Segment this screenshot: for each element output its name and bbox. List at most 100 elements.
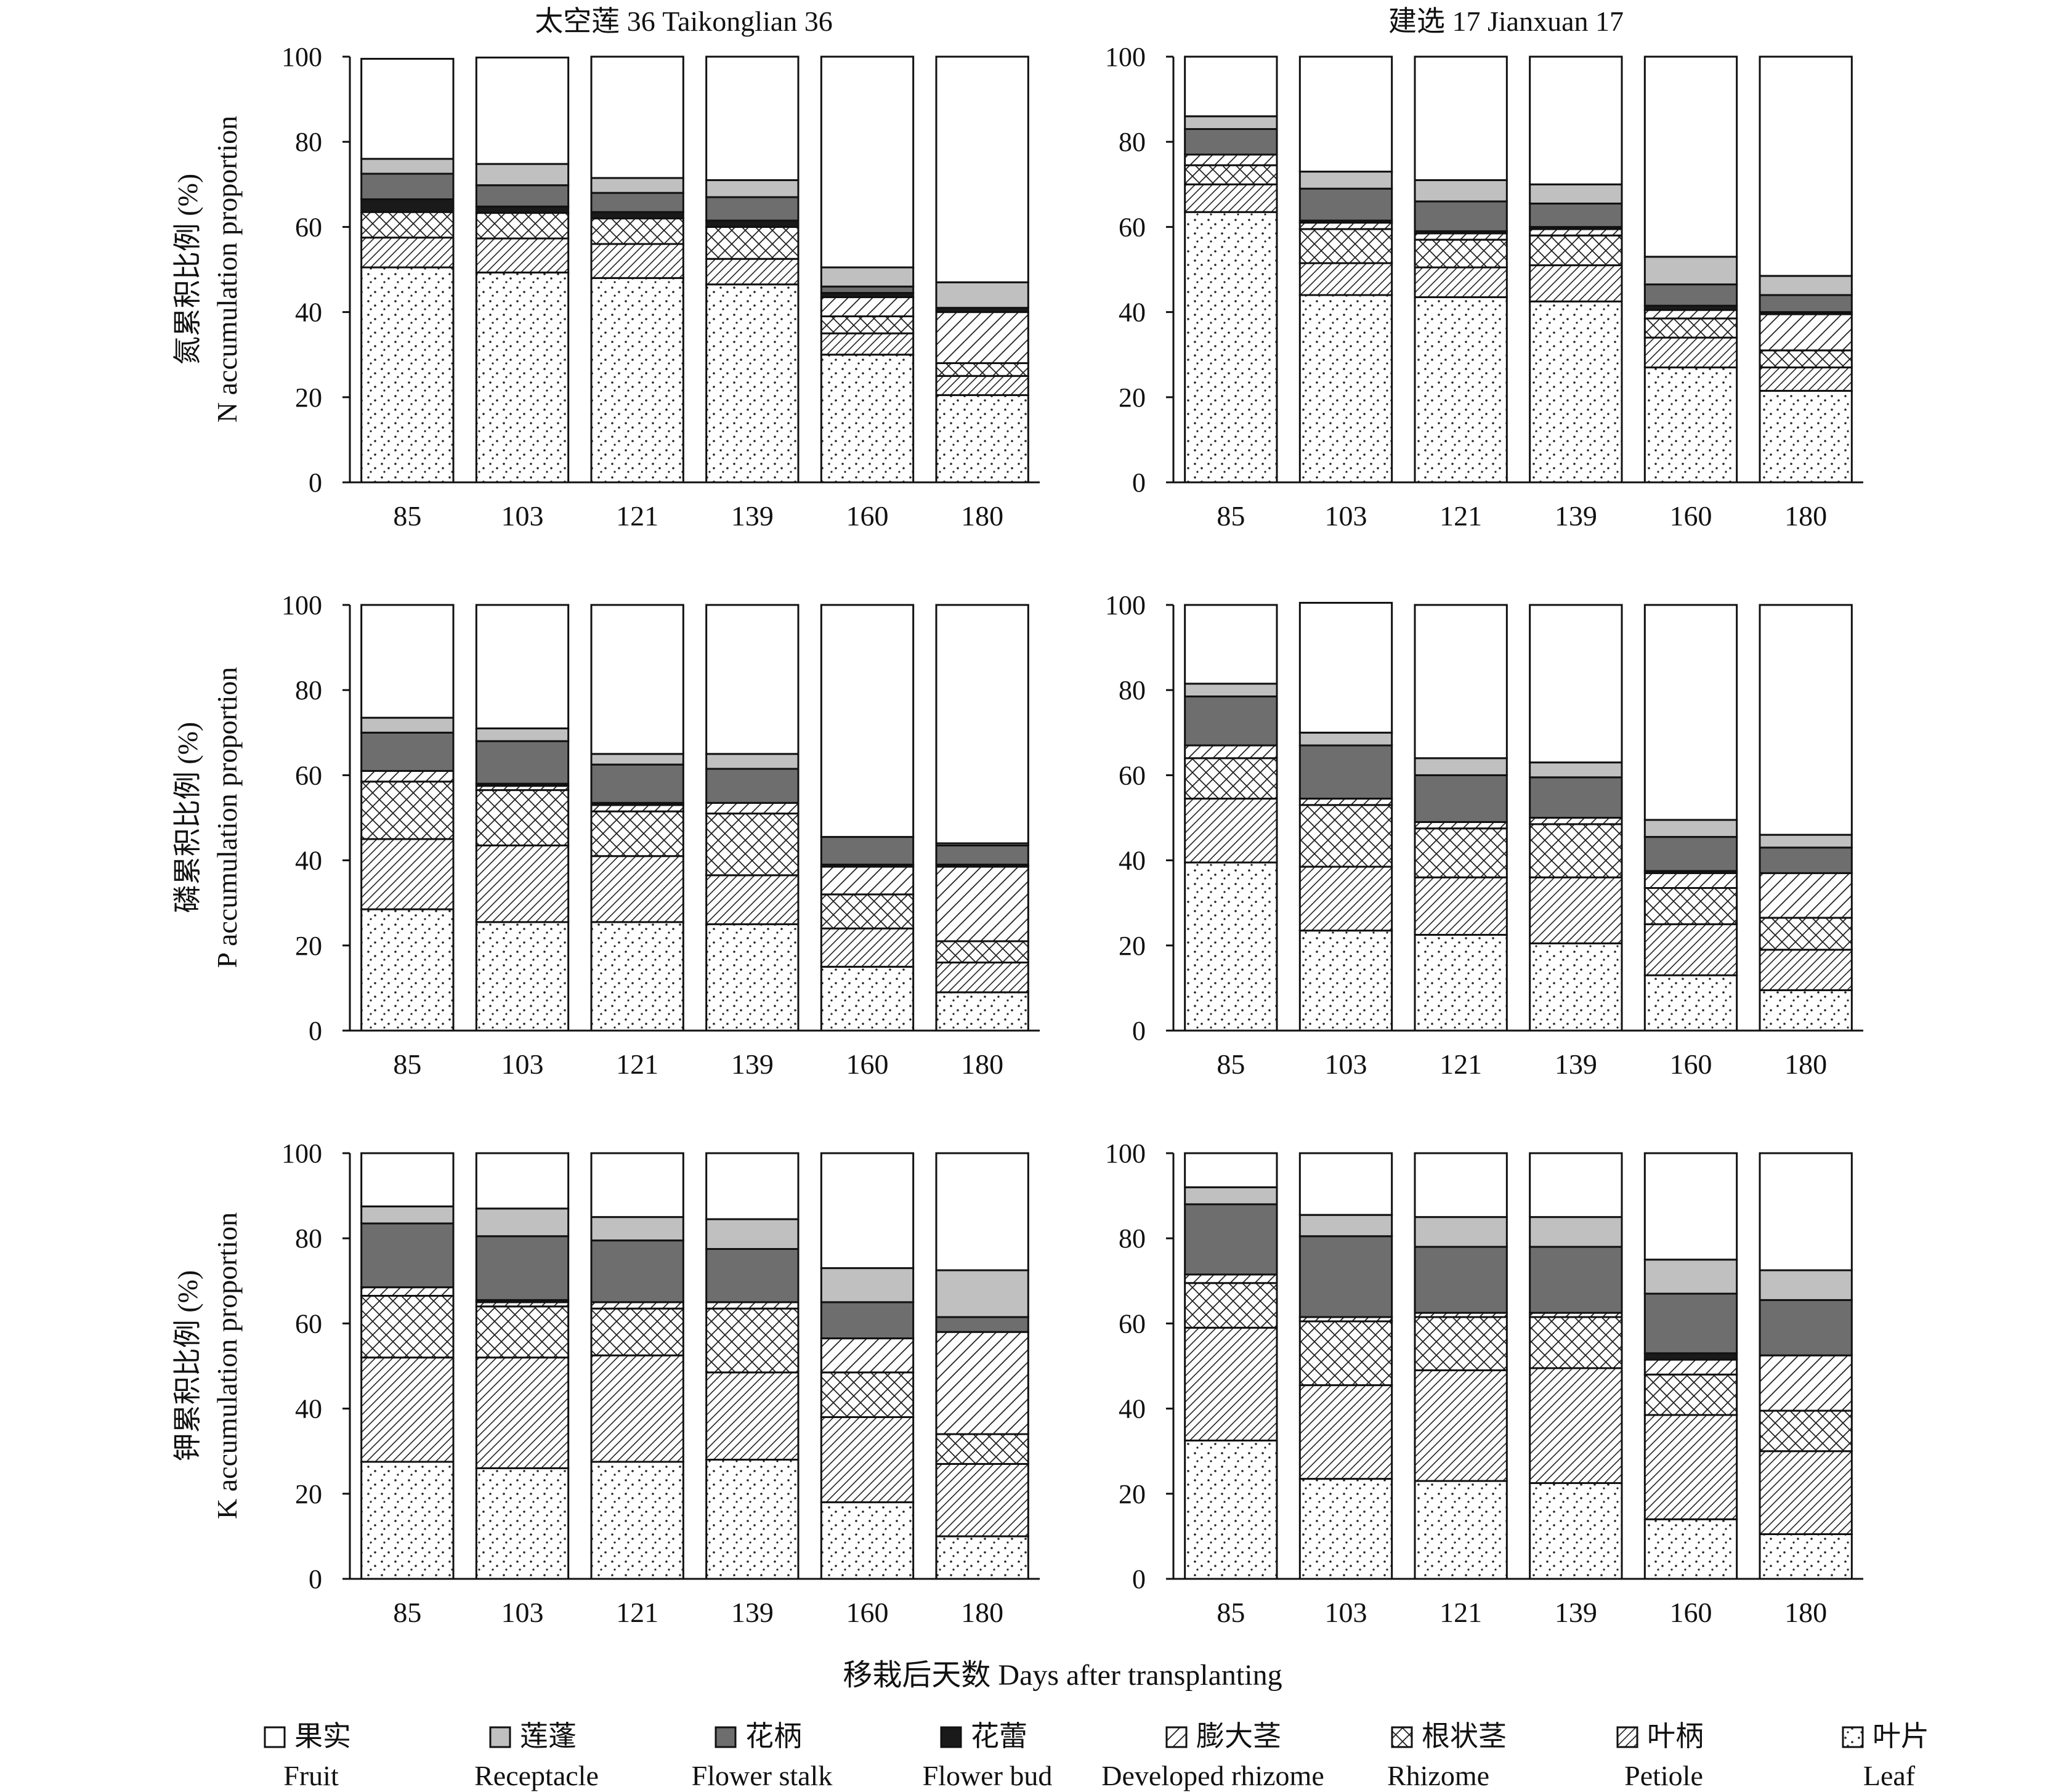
- bar-segment-fruit: [1298, 602, 1393, 734]
- bar-segment-leaf: [705, 283, 800, 484]
- bar-segment-petiole: [820, 1416, 915, 1504]
- bar-segment-leaf: [705, 1459, 800, 1580]
- bar-segment-rhizome: [475, 1305, 570, 1359]
- legend-item-flower-bud: 花蕾 Flower bud: [923, 1721, 1053, 1791]
- bar-segment-petiole: [475, 237, 570, 274]
- x-axis-title: 移栽后天数 Days after transplanting: [843, 1659, 1282, 1692]
- x-tick-label: 121: [616, 1597, 658, 1628]
- bar-segment-leaf: [1298, 1478, 1393, 1580]
- bar-segment-leaf: [590, 277, 684, 484]
- bar-segment-leaf: [935, 991, 1029, 1032]
- bar-segment-developed-rhizome: [1184, 1273, 1278, 1284]
- y-tick-label: 60: [295, 1308, 322, 1339]
- x-tick-label: 180: [1784, 1597, 1827, 1628]
- bar-segment-fruit: [590, 1152, 684, 1218]
- x-tick-label: 160: [1670, 500, 1712, 532]
- bar-segment-fruit: [705, 1152, 800, 1220]
- bar-segment-receptacle: [1184, 115, 1278, 130]
- column-title-jianxuan: 建选 17 Jianxuan 17: [1388, 6, 1624, 37]
- bar-segment-petiole: [1759, 1450, 1853, 1535]
- bar-segment-leaf: [1184, 1439, 1278, 1580]
- bar-segment-flower-stalk: [705, 196, 800, 222]
- bar-segment-rhizome: [360, 211, 455, 239]
- y-tick-label: 100: [281, 590, 322, 620]
- x-tick-label: 139: [1555, 1597, 1597, 1628]
- bar-segment-leaf: [1643, 1518, 1738, 1580]
- y-tick-label: 100: [281, 1138, 322, 1169]
- bar-segment-flower-stalk: [1298, 744, 1393, 800]
- x-tick-label: 121: [1439, 1597, 1482, 1628]
- bar-stack-103: [1298, 602, 1393, 1032]
- bar-segment-leaf: [360, 1461, 455, 1580]
- bar-stack-121: [590, 604, 684, 1032]
- bar-segment-flower-stalk: [1529, 202, 1623, 228]
- y-tick-label: 60: [295, 760, 322, 790]
- bar-segment-flower-bud: [590, 211, 684, 220]
- bar-segment-developed-rhizome: [1643, 309, 1738, 320]
- bar-segment-flower-stalk: [820, 836, 915, 866]
- bar-segment-receptacle: [935, 281, 1029, 309]
- x-tick-label: 85: [1217, 1597, 1245, 1628]
- bar-segment-developed-rhizome: [1643, 1358, 1738, 1376]
- bar-segment-receptacle: [935, 1269, 1029, 1318]
- bar-segment-leaf: [1298, 294, 1393, 484]
- ylabel-k-en: K accumulation proportion: [211, 1212, 243, 1519]
- bar-segment-fruit: [1184, 55, 1278, 118]
- x-tick-label: 121: [616, 1048, 658, 1080]
- bar-segment-fruit: [1643, 55, 1738, 258]
- bar-segment-receptacle: [705, 179, 800, 198]
- bar-segment-rhizome: [1643, 317, 1738, 339]
- bar-stack-180: [1759, 604, 1853, 1032]
- bar-segment-rhizome: [1643, 887, 1738, 925]
- bar-stack-103: [1298, 1152, 1393, 1580]
- y-tick-label: 80: [1119, 1223, 1146, 1254]
- y-tick-label: 80: [295, 1223, 322, 1254]
- bar-segment-leaf: [705, 923, 800, 1032]
- x-tick-label: 160: [846, 500, 889, 532]
- y-tick-label: 20: [295, 1479, 322, 1509]
- bar-segment-rhizome: [820, 893, 915, 930]
- y-tick-label: 60: [1119, 1308, 1146, 1339]
- bar-segment-petiole: [475, 844, 570, 923]
- bar-segment-flower-stalk: [1184, 128, 1278, 156]
- bar-stack-139: [1529, 604, 1623, 1032]
- bar-segment-petiole: [1184, 797, 1278, 864]
- bar-segment-rhizome: [1298, 1320, 1393, 1387]
- bar-stack-180: [935, 55, 1029, 484]
- legend-item-developed-rhizome: 膨大茎 Developed rhizome: [1101, 1721, 1324, 1791]
- bar-segment-developed-rhizome: [1529, 228, 1623, 237]
- bar-segment-developed-rhizome: [1759, 1354, 1853, 1412]
- bar-segment-flower-stalk: [1298, 1235, 1393, 1318]
- bar-segment-fruit: [475, 604, 570, 729]
- bar-segment-flower-stalk: [590, 763, 684, 804]
- bar-segment-developed-rhizome: [1298, 797, 1393, 806]
- bar-stack-103: [475, 604, 570, 1032]
- bar-segment-petiole: [1184, 183, 1278, 213]
- bar-segment-receptacle: [1759, 275, 1853, 296]
- bar-segment-petiole: [935, 961, 1029, 994]
- bar-segment-developed-rhizome: [1759, 872, 1853, 919]
- bar-segment-leaf: [1643, 974, 1738, 1032]
- legend-label-zh: 叶片: [1873, 1721, 1929, 1752]
- bar-segment-rhizome: [935, 940, 1029, 963]
- bar-segment-leaf: [1759, 389, 1853, 484]
- bar-segment-rhizome: [1184, 757, 1278, 800]
- bar-segment-flower-stalk: [360, 172, 455, 200]
- bar-stack-103: [1298, 55, 1393, 484]
- panel-n-taikonglian-36: 0 20 40 60 80 100 85 103 121 139 160 180: [281, 42, 1040, 532]
- bar-segment-fruit: [1414, 604, 1508, 760]
- bar-segment-leaf: [1529, 300, 1623, 484]
- bar-segment-petiole: [1643, 1414, 1738, 1520]
- bar-segment-receptacle: [1184, 683, 1278, 698]
- bar-segment-receptacle: [360, 1205, 455, 1225]
- bar-segment-flower-stalk: [1643, 283, 1738, 307]
- bar-segment-developed-rhizome: [360, 769, 455, 783]
- bar-segment-leaf: [1414, 1480, 1508, 1580]
- y-tick-label: 0: [309, 468, 322, 498]
- bar-segment-fruit: [590, 604, 684, 755]
- bar-segment-rhizome: [590, 217, 684, 245]
- bar-segment-rhizome: [475, 212, 570, 240]
- y-tick-label: 100: [1105, 590, 1146, 620]
- bar-segment-petiole: [1529, 1367, 1623, 1485]
- x-tick-label: 160: [1670, 1597, 1712, 1628]
